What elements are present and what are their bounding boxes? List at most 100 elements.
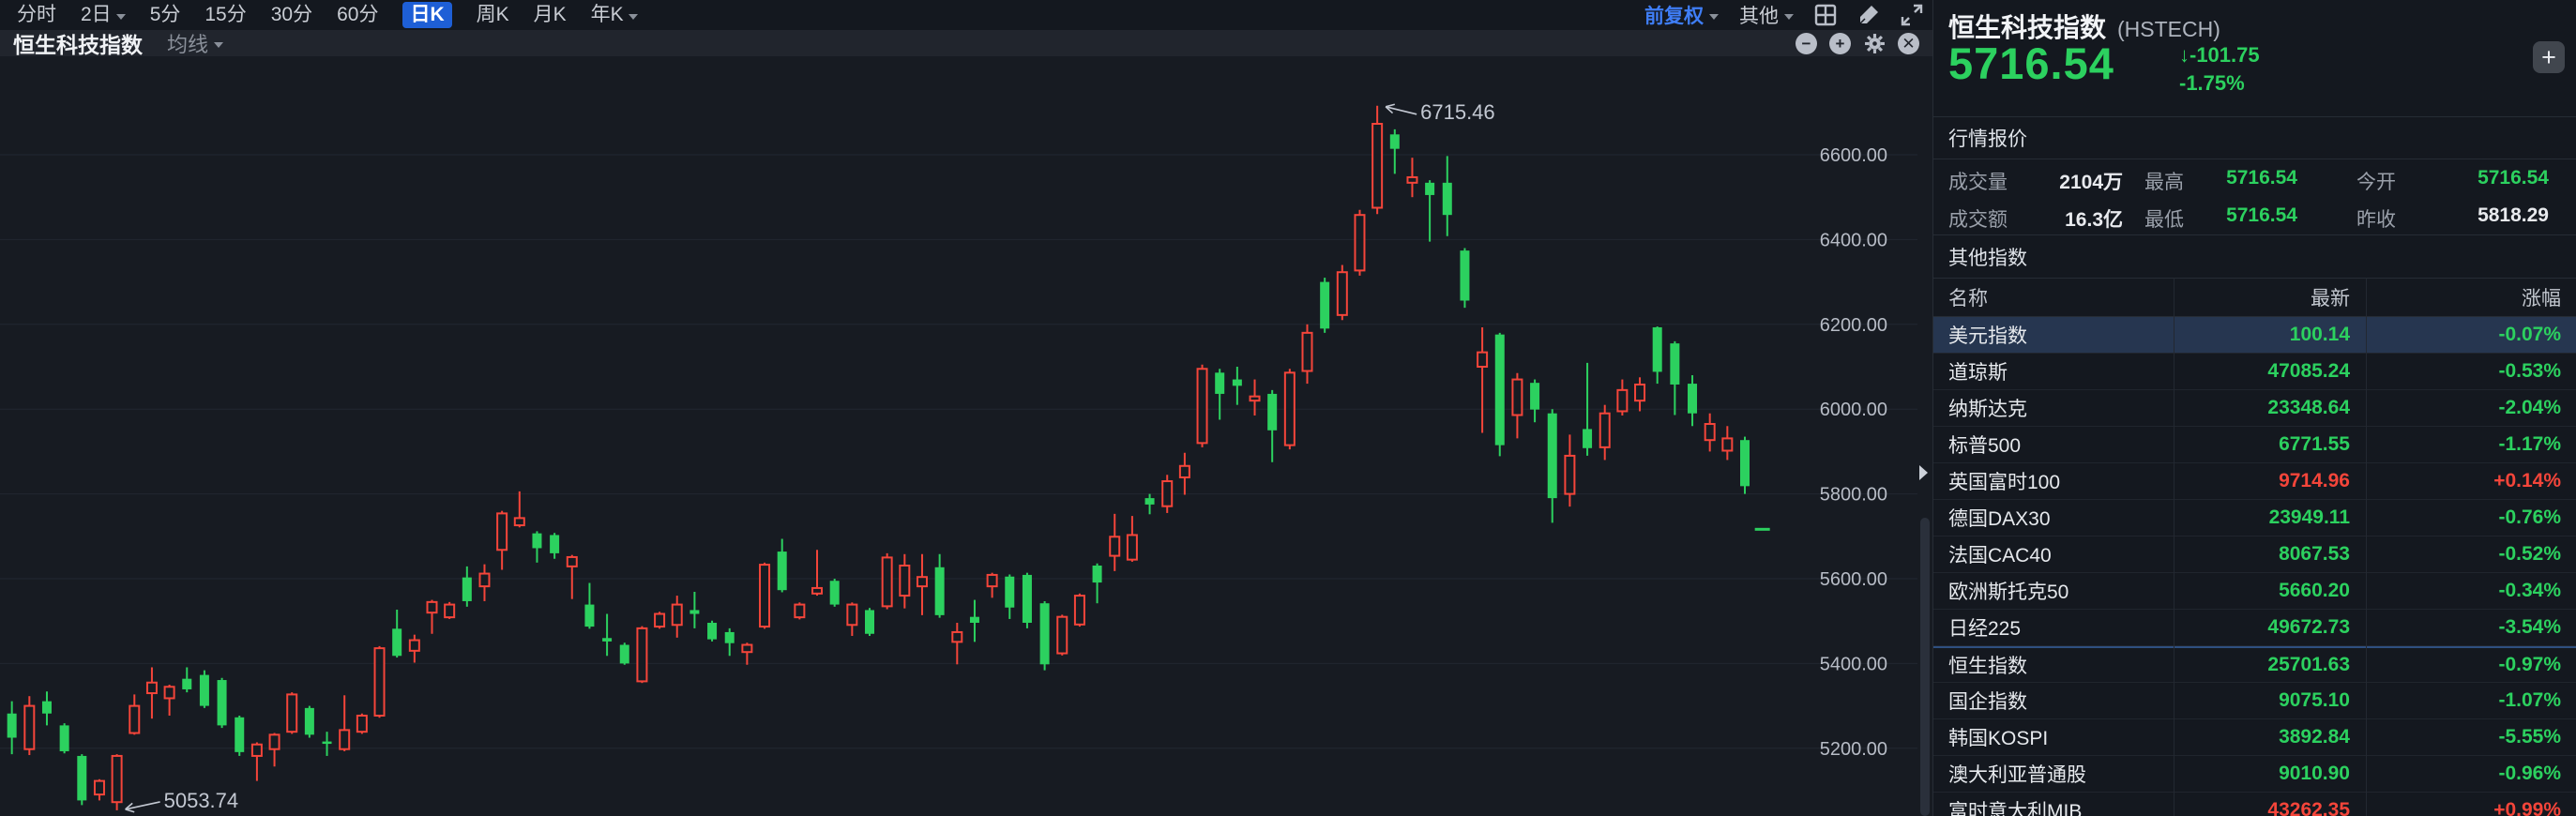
index-row[interactable]: 韩国KOSPI 3892.84 -5.55% [1933,719,2576,756]
index-change: -0.96% [2498,763,2561,784]
close-icon[interactable]: ✕ [1898,32,1919,54]
add-to-watchlist-button[interactable]: + [2533,41,2565,73]
chevron-down-icon [1709,13,1719,20]
last-price: 5716.54 [1948,38,2114,88]
chart-instrument-title: 恒生科技指数 [13,33,143,57]
brush-icon[interactable] [1857,4,1880,26]
index-change: -1.07% [2498,689,2561,711]
chart-header: 恒生科技指数 均线 − + ✕ [0,28,1932,58]
index-last: 43262.35 [2267,799,2350,816]
chevron-down-icon [628,13,638,20]
index-name: 法国CAC40 [1948,545,2052,567]
amount-label: 成交额 [1948,209,2008,231]
index-change: -0.34% [2498,580,2561,601]
y-axis-tick: 5200.00 [1820,739,1887,760]
zoom-in-icon[interactable]: + [1829,32,1851,54]
toolbar-right: 前复权 其他 [1644,1,1923,29]
index-change: -0.07% [2498,324,2561,345]
period-tab-30分[interactable]: 30分 [270,4,313,25]
index-last: 23949.11 [2268,506,2350,528]
indices-table-header: 名称 最新 涨幅 [1933,278,2576,317]
ma-dropdown[interactable]: 均线 [167,28,224,58]
index-change: +0.14% [2493,470,2561,491]
column-header-name: 名称 [1948,288,1988,310]
other-dropdown[interactable]: 其他 [1739,1,1794,29]
index-change: -0.53% [2498,360,2561,382]
index-name: 国企指数 [1948,691,2027,713]
index-name: 日经225 [1948,618,2022,640]
period-tabs: 分时 2日 5分 15分 30分 60分 日K 周K 月K 年K [17,2,638,28]
down-arrow-icon: ↓ [2179,43,2190,67]
high-label: 最高 [2144,172,2184,193]
index-change: -0.76% [2498,506,2561,528]
index-row[interactable]: 道琼斯 47085.24 -0.53% [1933,354,2576,390]
settings-gear-icon[interactable] [1863,32,1886,54]
period-tab-日K[interactable]: 日K [402,2,452,28]
index-row[interactable]: 纳斯达克 23348.64 -2.04% [1933,390,2576,427]
index-row[interactable]: 英国富时100 9714.96 +0.14% [1933,463,2576,500]
chevron-down-icon [1784,13,1794,20]
period-tab-5分[interactable]: 5分 [149,4,181,25]
index-row[interactable]: 恒生指数 25701.63 -0.97% [1933,646,2576,683]
index-row[interactable]: 欧洲斯托克50 5660.20 -0.34% [1933,573,2576,610]
y-axis-tick: 6600.00 [1820,145,1887,166]
zoom-out-icon[interactable]: − [1796,32,1817,54]
index-last: 9075.10 [2279,689,2350,711]
period-tab-年K[interactable]: 年K [591,3,638,27]
period-tab-分时[interactable]: 分时 [17,4,56,25]
indices-table: 美元指数 100.14 -0.07% 道琼斯 47085.24 -0.53% 纳斯达克 233… [1933,317,2576,816]
quote-section-header: 行情报价 [1933,116,2576,159]
prev-close-label: 昨收 [2356,209,2396,231]
period-tab-月K[interactable]: 月K [533,4,567,25]
index-row[interactable]: 美元指数 100.14 -0.07% [1933,317,2576,354]
y-axis-tick: 5600.00 [1820,569,1887,590]
index-last: 9010.90 [2279,763,2350,784]
index-row[interactable]: 法国CAC40 8067.53 -0.52% [1933,536,2576,573]
y-axis-tick: 6400.00 [1820,230,1887,250]
fullscreen-icon[interactable] [1901,4,1923,26]
index-name: 澳大利亚普通股 [1948,764,2086,786]
low-label: 最低 [2144,209,2184,231]
index-last: 9714.96 [2279,470,2350,491]
adjust-dropdown[interactable]: 前复权 [1644,1,1719,29]
index-change: -5.55% [2498,726,2561,748]
index-change: -0.52% [2498,543,2561,565]
index-name: 恒生指数 [1948,656,2027,677]
index-last: 6771.55 [2279,433,2350,455]
period-tab-2日[interactable]: 2日 [81,3,126,27]
index-row[interactable]: 标普500 6771.55 -1.17% [1933,427,2576,463]
index-last: 49672.73 [2267,616,2350,638]
index-change: -2.04% [2498,397,2561,418]
index-row[interactable]: 德国DAX30 23949.11 -0.76% [1933,500,2576,536]
index-row[interactable]: 日经225 49672.73 -3.54% [1933,610,2576,646]
column-header-change: 涨幅 [2522,288,2561,310]
quote-row: 成交额 16.3亿 最低 5716.54 昨收 5818.29 [1933,197,2576,234]
index-last: 23348.64 [2267,397,2350,418]
y-axis-tick: 5800.00 [1820,485,1887,506]
panel-scrollbar[interactable] [1920,518,1930,816]
price-change-percent: -1.75% [2179,71,2245,95]
y-axis-tick: 5400.00 [1820,654,1887,674]
index-last: 5660.20 [2279,580,2350,601]
panel-collapse-arrow-icon[interactable] [1919,465,1928,480]
chevron-down-icon [214,41,224,48]
index-row[interactable]: 国企指数 9075.10 -1.07% [1933,683,2576,719]
layout-grid-icon[interactable] [1814,4,1837,26]
prev-close-value: 5818.29 [2478,204,2549,226]
low-annotation: 5053.74 [164,789,239,812]
index-name: 道琼斯 [1948,362,2008,384]
index-row[interactable]: 富时意大利MIB 43262.35 +0.99% [1933,793,2576,816]
instrument-name: 恒生科技指数 [1948,13,2107,42]
low-value: 5716.54 [2226,204,2297,226]
period-tab-60分[interactable]: 60分 [337,4,379,25]
chevron-down-icon [115,13,126,20]
index-last: 25701.63 [2267,654,2350,675]
period-tab-周K[interactable]: 周K [476,4,509,25]
period-tab-15分[interactable]: 15分 [205,4,247,25]
high-value: 5716.54 [2226,167,2297,189]
candlestick-chart[interactable]: 6600.00 6400.00 6200.00 6000.00 5800.00 5600.… [0,56,1932,816]
index-row[interactable]: 澳大利亚普通股 9010.90 -0.96% [1933,756,2576,793]
index-name: 欧洲斯托克50 [1948,582,2069,603]
instrument-symbol: (HSTECH) [2117,17,2220,41]
